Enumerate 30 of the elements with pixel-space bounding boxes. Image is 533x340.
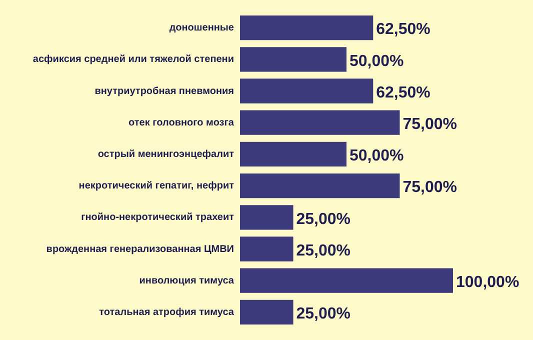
y-tick-label: отек головного мозга xyxy=(128,117,234,128)
data-label: 100,00% xyxy=(456,274,520,292)
bar xyxy=(240,110,400,135)
bar xyxy=(240,142,346,167)
bar xyxy=(240,268,453,293)
y-tick-label: острый менингоэнцефалит xyxy=(98,148,234,160)
data-label: 25,00% xyxy=(296,242,351,260)
data-label: 25,00% xyxy=(296,210,351,228)
bar xyxy=(240,236,294,262)
data-label: 50,00% xyxy=(350,148,404,165)
bar xyxy=(240,15,374,40)
bar xyxy=(240,205,294,230)
data-label: 62,50% xyxy=(376,84,430,102)
y-tick-label: доношенные xyxy=(169,22,234,34)
y-tick-label: асфиксия средней или тяжелой степени xyxy=(32,54,234,66)
y-tick-label: некротический гепатиг, нефрит xyxy=(78,180,234,192)
data-label: 50,00% xyxy=(350,52,404,70)
y-tick-label: инволюция тимуса xyxy=(139,275,234,286)
bar xyxy=(240,47,346,72)
y-tick-label: врожденная генерализованная ЦМВИ xyxy=(46,244,234,255)
data-label: 75,00% xyxy=(402,116,458,134)
bar xyxy=(240,173,400,198)
bar xyxy=(240,78,374,104)
data-label: 25,00% xyxy=(296,306,351,323)
data-label: 62,50% xyxy=(376,21,430,38)
y-tick-label: внутриутробная пневмония xyxy=(94,86,234,97)
bar xyxy=(240,300,294,325)
data-label: 75,00% xyxy=(402,179,458,196)
y-tick-label: гнойно-некротический трахеит xyxy=(81,212,234,224)
y-tick-label: тотальная атрофия тимуса xyxy=(99,306,234,318)
